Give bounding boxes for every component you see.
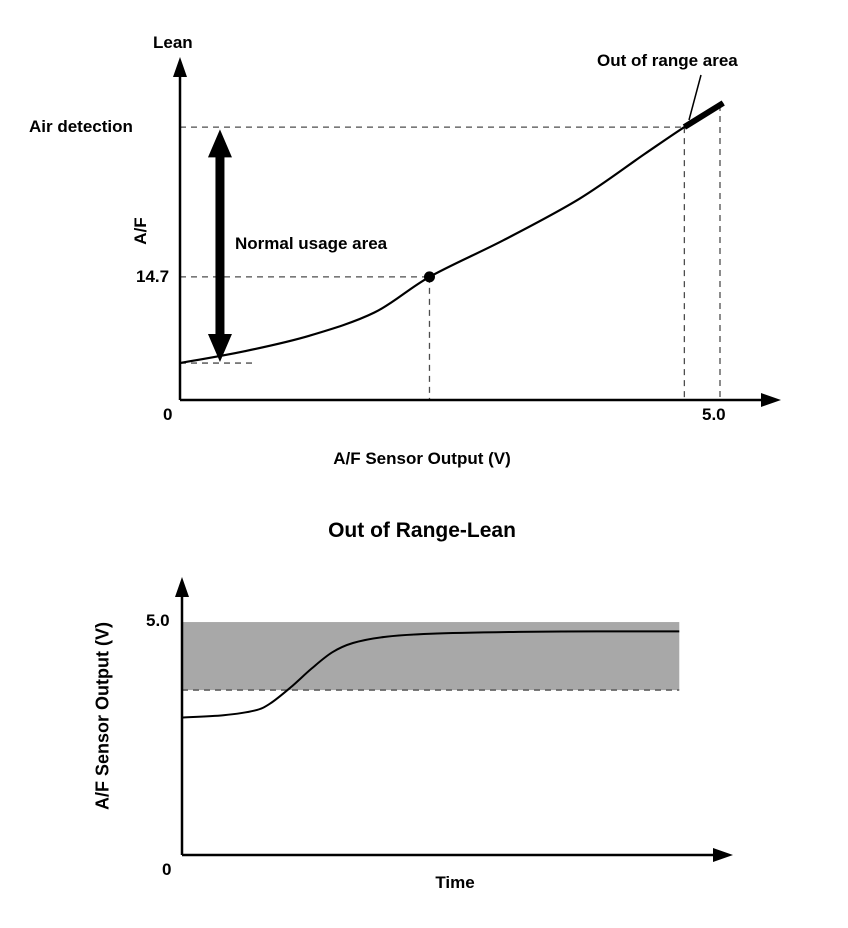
af-y-axis-label: A/F — [131, 217, 150, 245]
bottom-chart-title: Out of Range-Lean — [328, 519, 516, 542]
top-x-axis-label: A/F Sensor Output (V) — [333, 449, 511, 468]
lean-label: Lean — [153, 33, 193, 52]
stoich-value-label: 14.7 — [136, 267, 170, 286]
bottom-origin-tick: 0 — [162, 860, 172, 879]
bottom-y-axis-label: A/F Sensor Output (V) — [92, 622, 113, 810]
top-full-scale-tick: 5.0 — [702, 405, 726, 424]
top-origin-tick: 0 — [163, 405, 173, 424]
air-detection-label: Air detection — [29, 117, 133, 136]
out-of-range-area-label: Out of range area — [597, 51, 738, 70]
normal-usage-area-label: Normal usage area — [235, 234, 388, 253]
time-axis-label: Time — [435, 873, 475, 892]
bottom-full-scale-tick: 5.0 — [146, 611, 170, 630]
